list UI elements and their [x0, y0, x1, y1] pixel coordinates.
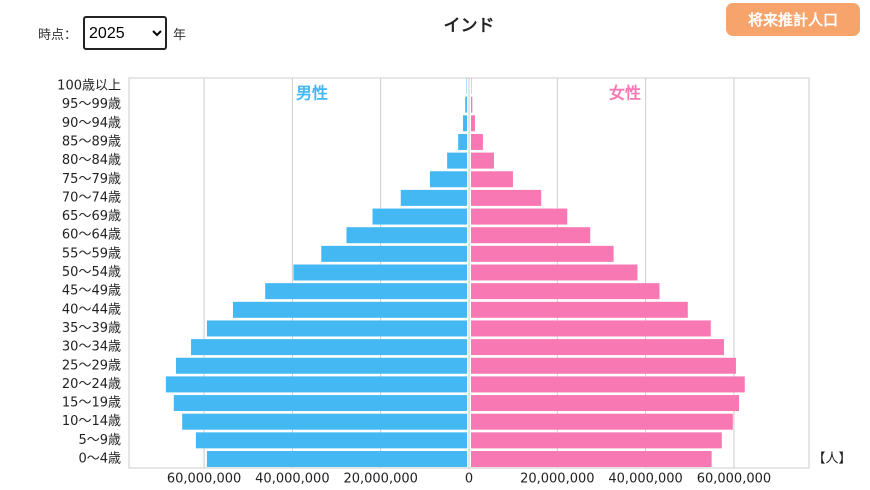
- y-tick-label: 5〜9歳: [78, 433, 121, 448]
- bar: [471, 96, 473, 113]
- x-tick-label: 20,000,000: [343, 472, 417, 487]
- bar: [429, 171, 467, 188]
- bar: [346, 227, 467, 244]
- bar: [176, 357, 467, 374]
- bar: [471, 133, 483, 150]
- y-tick-label: 90〜94歳: [62, 116, 121, 131]
- bar: [471, 171, 513, 188]
- projection-button[interactable]: 将来推計人口: [726, 3, 860, 36]
- bar: [195, 432, 467, 449]
- year-select[interactable]: 2025: [83, 16, 168, 50]
- year-suffix: 年: [173, 27, 187, 43]
- y-tick-label: 10〜14歳: [62, 414, 121, 429]
- y-tick-label: 70〜74歳: [62, 190, 121, 205]
- y-tick-label: 25〜29歳: [62, 358, 121, 373]
- bar: [471, 152, 494, 169]
- y-tick-label: 75〜79歳: [62, 172, 121, 187]
- x-tick-label: 60,000,000: [167, 472, 241, 487]
- y-tick-label: 80〜84歳: [62, 153, 121, 168]
- y-tick-label: 95〜99歳: [62, 97, 121, 112]
- bar: [206, 451, 468, 467]
- y-tick-label: 40〜44歳: [62, 302, 121, 317]
- bar: [471, 264, 638, 281]
- bar: [182, 413, 467, 430]
- y-tick-label: 50〜54歳: [62, 265, 121, 280]
- bar: [471, 395, 740, 412]
- bar: [471, 376, 745, 393]
- bar: [465, 96, 467, 113]
- bar: [372, 208, 467, 225]
- bar: [293, 264, 467, 281]
- chart-title: インド: [444, 16, 495, 36]
- bar: [191, 339, 467, 356]
- y-tick-label: 35〜39歳: [62, 321, 121, 336]
- x-tick-label: 40,000,000: [255, 472, 329, 487]
- bar: [471, 320, 711, 337]
- y-tick-label: 20〜24歳: [62, 377, 121, 392]
- bar: [232, 301, 467, 318]
- bar: [447, 152, 467, 169]
- bar: [471, 189, 542, 206]
- bar: [321, 245, 467, 262]
- legend-label: 女性: [609, 84, 641, 103]
- y-tick-label: 85〜89歳: [62, 134, 121, 149]
- x-tick-label: 40,000,000: [608, 472, 682, 487]
- x-tick-label: 20,000,000: [520, 472, 594, 487]
- bar: [471, 432, 722, 449]
- time-control: 時点： 2025 年: [38, 16, 186, 50]
- bar: [471, 339, 725, 356]
- bar: [471, 413, 733, 430]
- bar: [173, 395, 468, 412]
- bar: [471, 301, 688, 318]
- bar: [458, 133, 467, 150]
- y-tick-label: 15〜19歳: [62, 396, 121, 411]
- bar: [463, 115, 467, 132]
- y-tick-label: 100歳以上: [57, 79, 121, 94]
- y-tick-label: 30〜34歳: [62, 340, 121, 355]
- legend-label: 男性: [296, 84, 328, 103]
- bar: [471, 227, 591, 244]
- time-label: 時点：: [38, 27, 78, 43]
- bar: [471, 115, 475, 132]
- y-tick-label: 45〜49歳: [62, 284, 121, 299]
- y-tick-label: 0〜4歳: [78, 452, 121, 467]
- bar: [471, 357, 736, 374]
- y-tick-label: 55〜59歳: [62, 246, 121, 261]
- bar: [400, 189, 467, 206]
- plot-frame: [128, 77, 810, 469]
- unit-label: 【人】: [812, 452, 851, 467]
- bar: [206, 320, 468, 337]
- y-tick-label: 65〜69歳: [62, 209, 121, 224]
- bar: [471, 451, 712, 467]
- bar: [165, 376, 467, 393]
- bar: [471, 283, 660, 300]
- y-tick-label: 60〜64歳: [62, 228, 121, 243]
- bar: [471, 245, 614, 262]
- bar: [265, 283, 467, 300]
- bar: [471, 208, 568, 225]
- x-tick-label: 0: [465, 472, 473, 487]
- x-tick-label: 60,000,000: [697, 472, 771, 487]
